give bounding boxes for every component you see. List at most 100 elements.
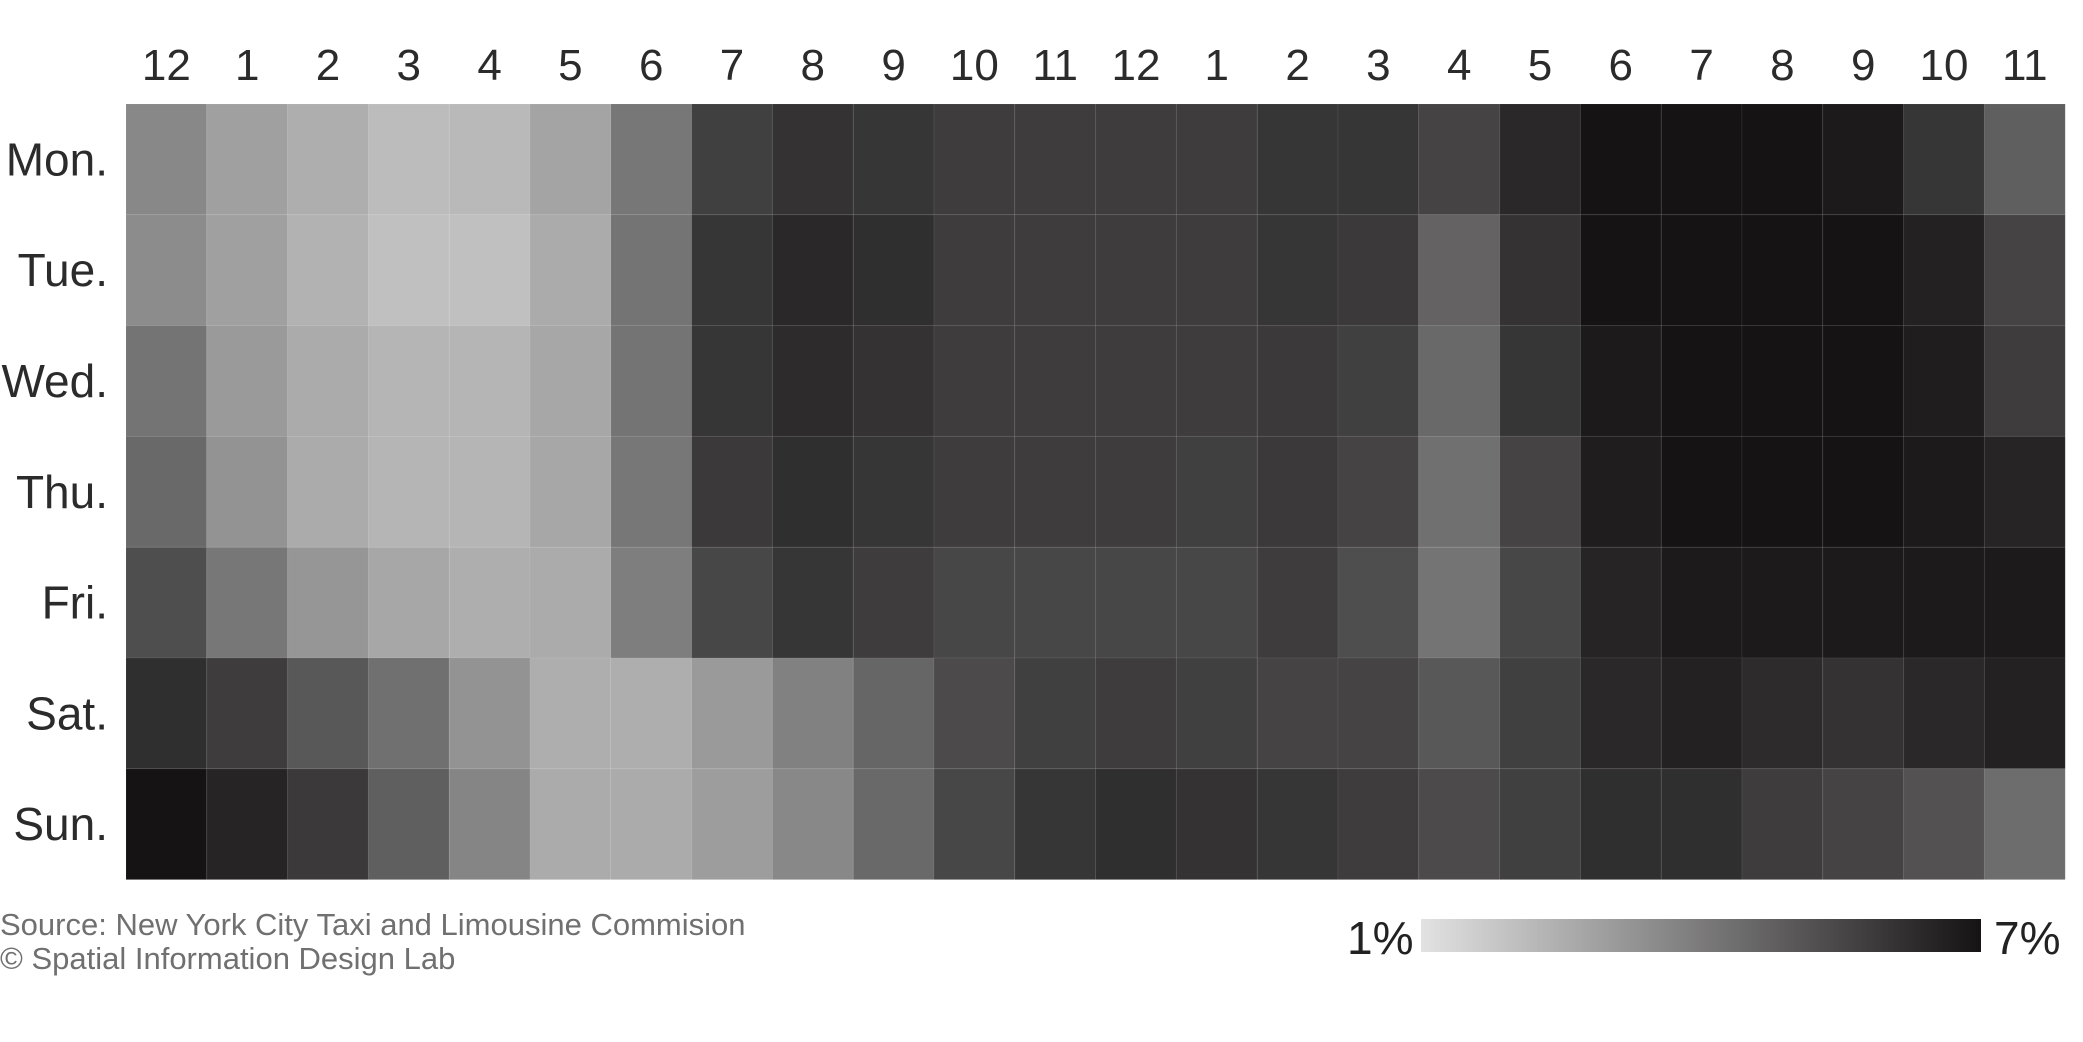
x-tick-label: 12 bbox=[142, 41, 191, 90]
heatmap-cell bbox=[125, 546, 208, 659]
heatmap-cell bbox=[448, 657, 531, 770]
heatmap-cell bbox=[1418, 546, 1501, 659]
heatmap-cell bbox=[1095, 546, 1177, 659]
heatmap-cell bbox=[448, 546, 531, 659]
heatmap-cell bbox=[1256, 214, 1339, 327]
heatmap-cell bbox=[1499, 768, 1581, 881]
heatmap-cell bbox=[610, 768, 693, 881]
heatmap-cell bbox=[852, 103, 935, 216]
chart-credits: Source: New York City Taxi and Limousine… bbox=[0, 908, 745, 976]
heatmap-cell bbox=[367, 657, 450, 770]
heatmap-cell bbox=[1095, 214, 1177, 327]
x-tick-label: 8 bbox=[1770, 41, 1794, 90]
heatmap-cell bbox=[1741, 435, 1824, 548]
heatmap-cell bbox=[1095, 435, 1177, 548]
heatmap-cell bbox=[933, 214, 1016, 327]
heatmap-cell bbox=[933, 546, 1016, 659]
heatmap-cell bbox=[691, 214, 773, 327]
heatmap-cell bbox=[367, 325, 450, 437]
heatmap-cell bbox=[771, 657, 854, 770]
heatmap-cell bbox=[1903, 435, 1985, 548]
heatmap-cell bbox=[1418, 657, 1501, 770]
heatmap-cell bbox=[529, 103, 612, 216]
heatmap-cell bbox=[610, 103, 693, 216]
heatmap-cell bbox=[1418, 435, 1501, 548]
heatmap-cell bbox=[125, 435, 208, 548]
heatmap-cell bbox=[771, 214, 854, 327]
heatmap-cell bbox=[1822, 768, 1905, 881]
heatmap-cell bbox=[1903, 768, 1985, 881]
heatmap-cell bbox=[206, 103, 289, 216]
heatmap-cell bbox=[1660, 435, 1743, 548]
heatmap-cell bbox=[610, 325, 693, 437]
x-tick-label: 5 bbox=[1528, 41, 1552, 90]
heatmap-cell bbox=[852, 325, 935, 437]
heatmap-cell bbox=[1256, 546, 1339, 659]
heatmap-cell bbox=[1256, 103, 1339, 216]
heatmap-cell bbox=[1499, 657, 1581, 770]
x-tick-label: 11 bbox=[1032, 41, 1078, 90]
heatmap-cell bbox=[691, 657, 773, 770]
heatmap-cell bbox=[1256, 657, 1339, 770]
heatmap-chart: 12 1 2 3 4 5 6 7 8 9 10 11 12 1 2 3 4 5 6 7 8 9 10 11 Mon.Tue.W… bbox=[1, 41, 2066, 881]
heatmap-cell bbox=[1822, 214, 1905, 327]
heatmap-cell bbox=[1903, 214, 1985, 327]
y-tick-label: Wed. bbox=[1, 355, 108, 407]
heatmap-cell bbox=[529, 768, 612, 881]
x-tick-label: 4 bbox=[477, 41, 501, 90]
x-tick-label: 1 bbox=[1205, 41, 1229, 90]
heatmap-cell bbox=[529, 435, 612, 548]
heatmap-cell bbox=[287, 768, 369, 881]
heatmap-cell bbox=[1256, 325, 1339, 437]
heatmap-cell bbox=[1822, 325, 1905, 437]
heatmap-cell bbox=[287, 214, 369, 327]
heatmap-cell bbox=[448, 435, 531, 548]
heatmap-cell bbox=[1660, 768, 1743, 881]
heatmap-cell bbox=[1095, 657, 1177, 770]
heatmap-cell bbox=[771, 546, 854, 659]
heatmap-cell bbox=[1175, 546, 1258, 659]
heatmap-cell bbox=[206, 325, 289, 437]
heatmap-cell bbox=[771, 768, 854, 881]
heatmap-cell bbox=[1014, 657, 1097, 770]
heatmap-cell bbox=[771, 325, 854, 437]
heatmap-cell bbox=[1499, 435, 1581, 548]
source-note: Source: New York City Taxi and Limousine… bbox=[0, 907, 746, 942]
x-tick-label: 6 bbox=[639, 41, 663, 90]
heatmap-cell bbox=[287, 546, 369, 659]
y-tick-label: Thu. bbox=[16, 466, 108, 518]
heatmap-cell bbox=[1983, 435, 2066, 548]
heatmap-cell bbox=[1579, 214, 1662, 327]
x-tick-label: 1 bbox=[235, 41, 259, 90]
heatmap-cell bbox=[1014, 435, 1097, 548]
heatmap-cell bbox=[206, 214, 289, 327]
heatmap-cell bbox=[367, 103, 450, 216]
heatmap-cell bbox=[367, 546, 450, 659]
heatmap-cell bbox=[367, 768, 450, 881]
heatmap-cell bbox=[1579, 435, 1662, 548]
heatmap-cell bbox=[1256, 435, 1339, 548]
x-axis-hour-labels: 12 1 2 3 4 5 6 7 8 9 10 11 12 1 2 3 4 5 6 7 8 9 10 11 bbox=[142, 41, 2048, 90]
heatmap-cell bbox=[1095, 768, 1177, 881]
copyright-note: © Spatial Information Design Lab bbox=[0, 941, 456, 976]
x-tick-label: 11 bbox=[2002, 41, 2048, 90]
x-tick-label: 10 bbox=[1920, 41, 1969, 90]
heatmap-cell bbox=[1741, 546, 1824, 659]
x-tick-label: 2 bbox=[316, 41, 340, 90]
heatmap-cell bbox=[448, 768, 531, 881]
heatmap-cell bbox=[1579, 546, 1662, 659]
heatmap-cell bbox=[610, 546, 693, 659]
x-tick-label: 12 bbox=[1112, 41, 1161, 90]
x-tick-label: 6 bbox=[1609, 41, 1633, 90]
heatmap-cell bbox=[1499, 103, 1581, 216]
heatmap-cell bbox=[1175, 657, 1258, 770]
heatmap-cell bbox=[367, 214, 450, 327]
heatmap-cell bbox=[852, 214, 935, 327]
heatmap-cell bbox=[1014, 325, 1097, 437]
heatmap-cell bbox=[933, 325, 1016, 437]
heatmap-cell bbox=[1337, 657, 1420, 770]
heatmap-cell bbox=[287, 325, 369, 437]
heatmap-cell bbox=[1579, 768, 1662, 881]
heatmap-cell bbox=[691, 103, 773, 216]
legend-max-label: 7% bbox=[1994, 912, 2061, 964]
